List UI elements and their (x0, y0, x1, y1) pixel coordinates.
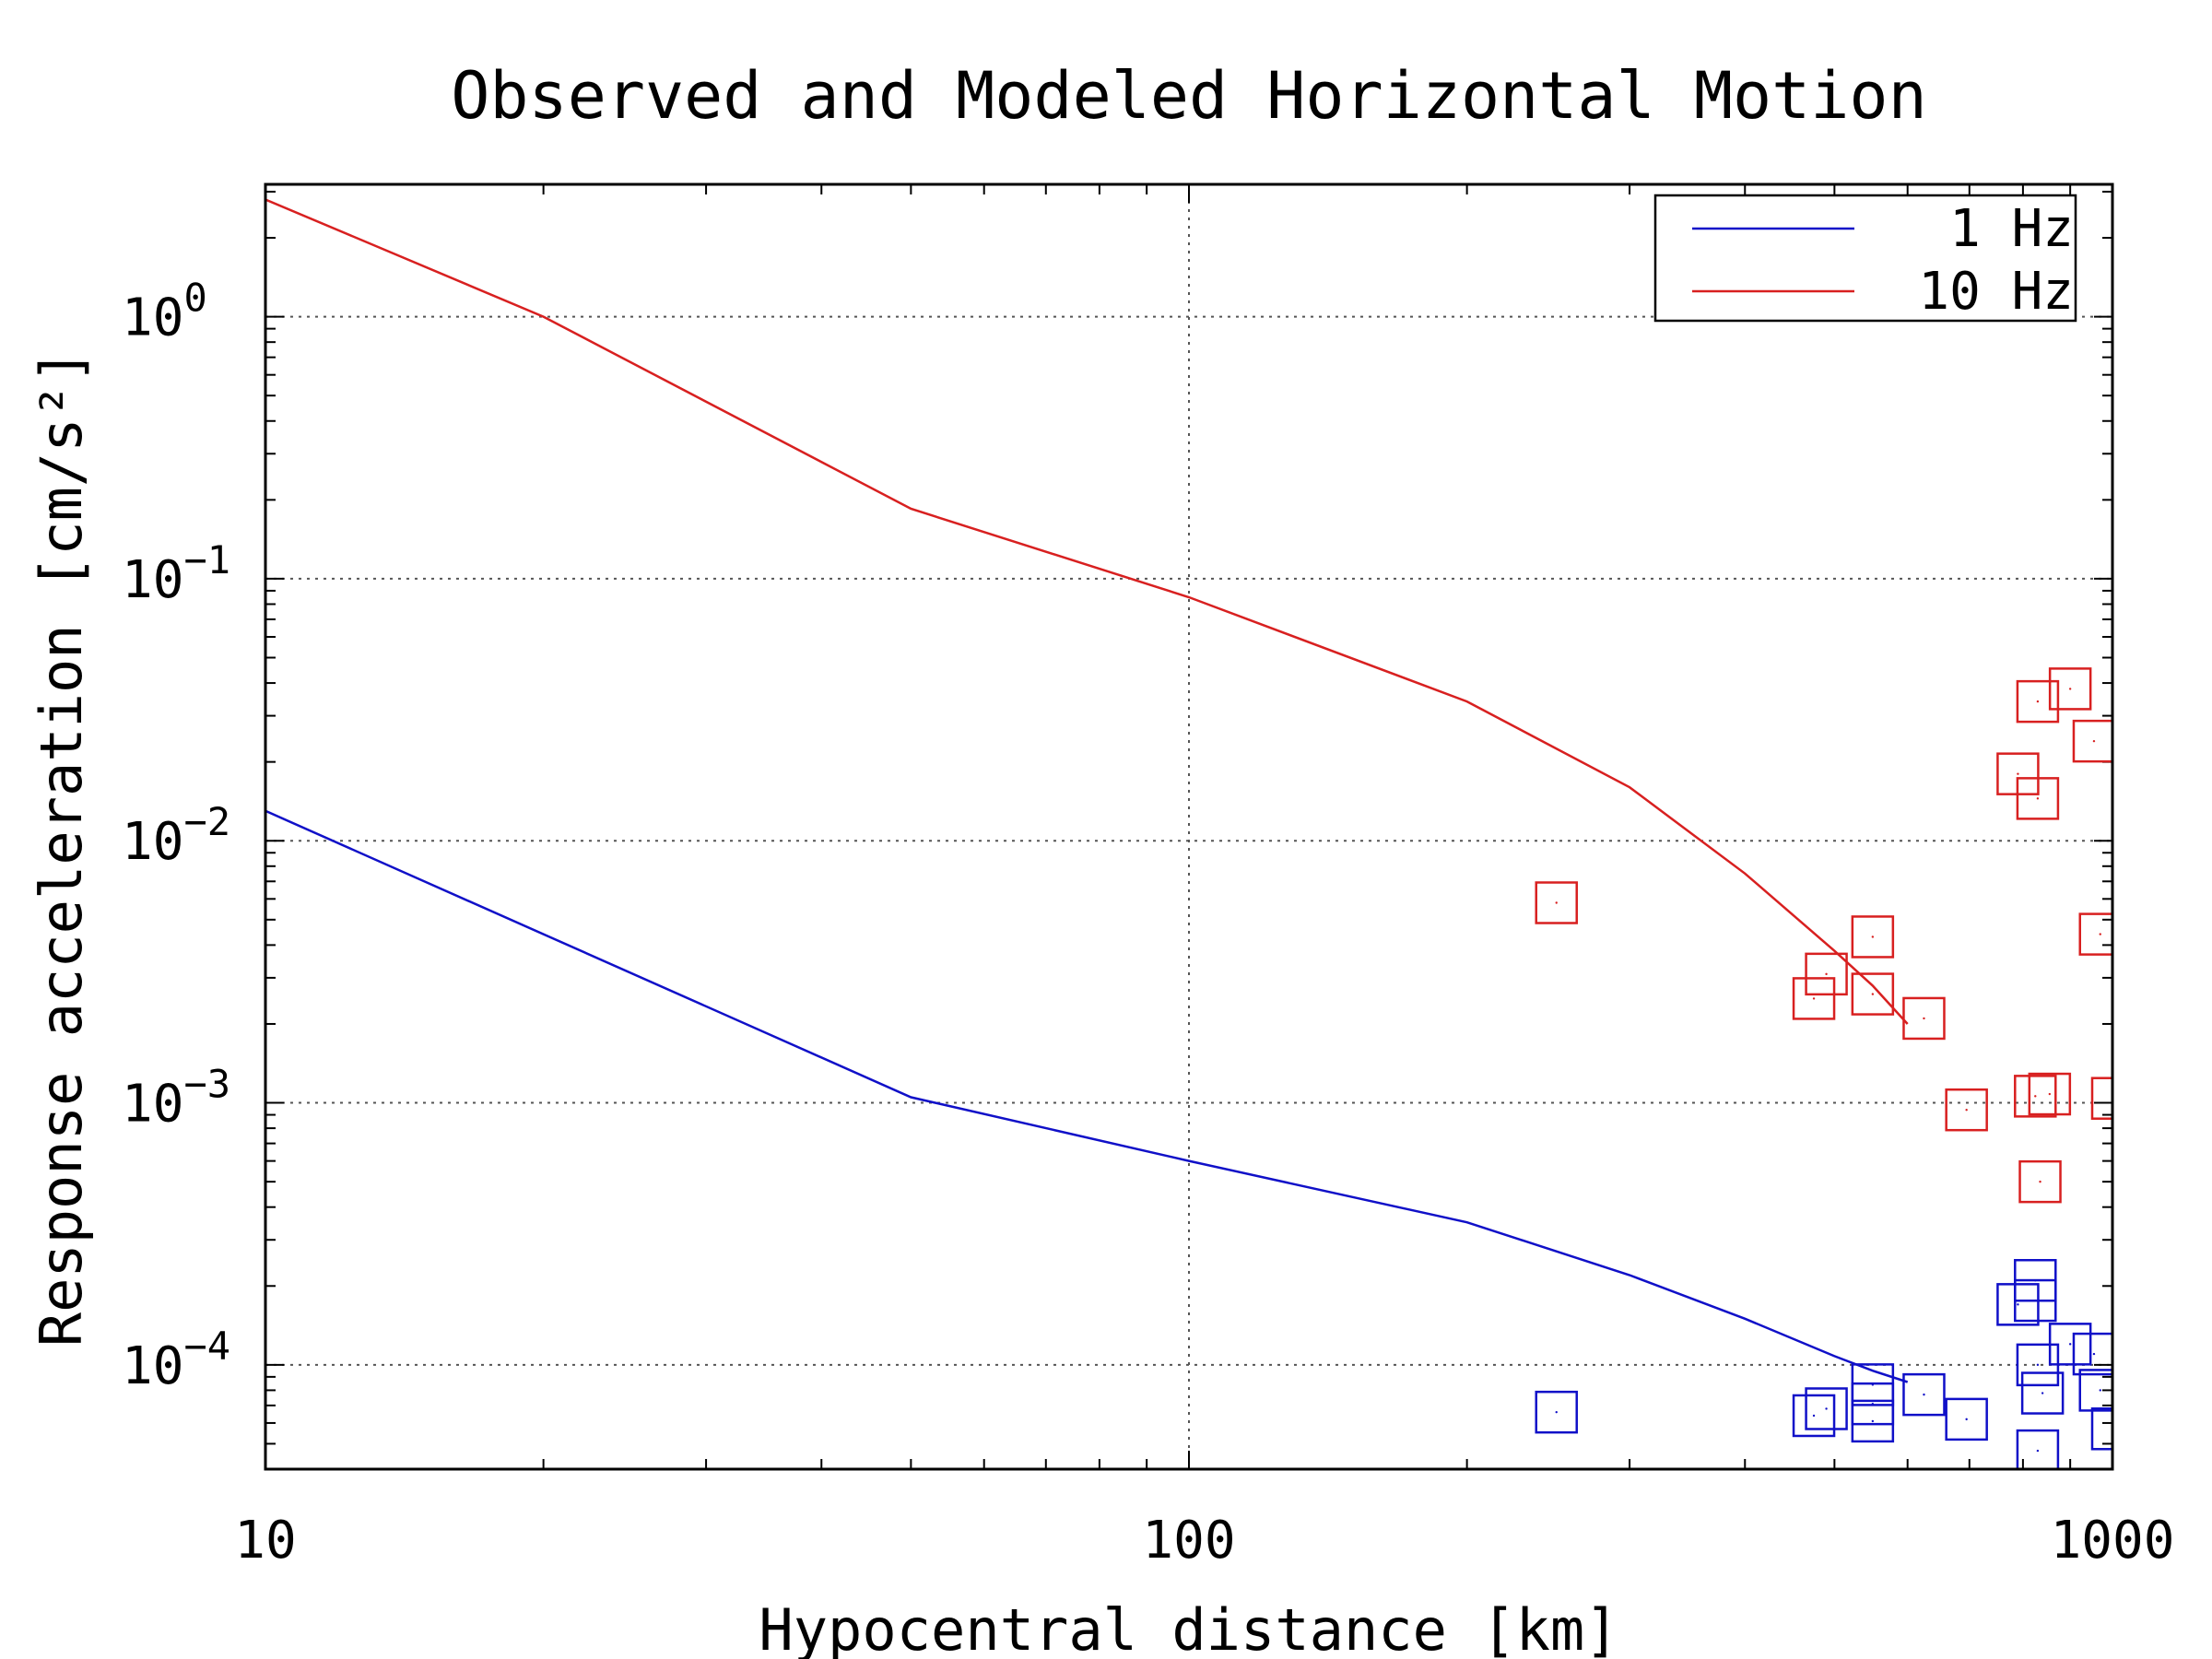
data-point (2090, 1407, 2112, 1451)
data-point (2078, 1369, 2112, 1412)
data-point (2028, 1072, 2072, 1116)
data-point-center (1923, 1393, 1925, 1396)
data-point-center (2017, 1303, 2019, 1306)
data-point (1851, 972, 1895, 1016)
y-axis-label: Response acceleration [cm/s²] (28, 349, 95, 1347)
data-point (1805, 1387, 1848, 1430)
data-point-center (1555, 901, 1558, 904)
data-point-center (2036, 700, 2040, 703)
data-point (2072, 1332, 2112, 1376)
data-point (2072, 719, 2112, 763)
data-point (1805, 952, 1848, 996)
data-point-center (2092, 739, 2096, 743)
y-tick-label: 100 (122, 276, 207, 348)
data-point (2014, 1278, 2057, 1323)
x-axis-label: Hypocentral distance [km] (759, 1596, 1618, 1659)
data-point (2018, 1159, 2062, 1204)
data-point-center (1825, 972, 1828, 976)
data-point-center (1825, 1407, 1828, 1410)
data-point-center (1965, 1418, 1968, 1421)
series-1 (265, 198, 2112, 1204)
data-point-center (1923, 1017, 1925, 1020)
data-point (2048, 1323, 2092, 1366)
data-point-center (2068, 688, 2072, 690)
data-point (1902, 996, 1946, 1041)
y-tick-label: 10−1 (122, 537, 230, 610)
data-point-center (1871, 935, 1875, 938)
legend-box (1653, 194, 2077, 323)
data-point-center (1965, 1108, 1968, 1112)
series-line (265, 198, 1909, 1025)
data-point (2016, 679, 2060, 724)
y-tick-label: 10−4 (122, 1324, 230, 1396)
data-point-center (2048, 1092, 2052, 1096)
data-point-center (2036, 797, 2040, 800)
data-point-center (2099, 1389, 2101, 1392)
data-point-center (1555, 1410, 1558, 1414)
data-point-center (2041, 1392, 2044, 1394)
data-point (2078, 912, 2112, 956)
data-point (2016, 1429, 2060, 1469)
series-line (265, 809, 1909, 1383)
y-tick-label: 10−2 (122, 799, 230, 872)
x-tick-label: 100 (1142, 1511, 1235, 1571)
data-point (1792, 977, 1836, 1020)
data-point (2048, 667, 2092, 711)
data-point (1792, 1394, 1836, 1438)
legend-label: 1 Hz (1949, 199, 2074, 259)
data-point (2020, 1371, 2065, 1415)
y-tick-label: 10−3 (122, 1062, 230, 1135)
x-tick-label: 10 (234, 1511, 296, 1571)
chart-title: Observed and Modeled Horizontal Motion (451, 58, 1926, 134)
data-point-center (2017, 772, 2019, 775)
data-point (1851, 915, 1895, 959)
data-point-center (1871, 1402, 1875, 1406)
data-point-center (2039, 1180, 2041, 1183)
data-point-center (2036, 1363, 2040, 1367)
data-point (1902, 1372, 1946, 1417)
series-0 (265, 809, 2112, 1469)
data-point (1535, 1390, 1578, 1434)
data-point (2090, 1077, 2112, 1120)
data-point (1996, 1283, 2040, 1326)
data-point-center (1871, 1419, 1875, 1423)
data-point (1945, 1397, 1988, 1441)
legend-label: 10 Hz (1918, 262, 2074, 322)
x-tick-label: 1000 (2051, 1511, 2175, 1571)
data-point-center (2034, 1299, 2037, 1302)
data-point-center (2036, 1449, 2040, 1453)
data-point (2014, 1075, 2057, 1118)
data-point-center (1871, 993, 1875, 995)
data-point-center (2034, 1095, 2037, 1098)
data-point (1945, 1088, 1988, 1132)
data-point-center (2092, 1352, 2096, 1356)
data-point (1851, 1399, 1895, 1443)
plot-frame (264, 182, 2114, 1471)
data-point-center (1812, 997, 1816, 1000)
data-point (2016, 777, 2060, 820)
data-point-center (1812, 1414, 1816, 1418)
data-point-center (2099, 933, 2101, 935)
data-point (1535, 881, 1578, 924)
data-point-center (2068, 1343, 2072, 1346)
